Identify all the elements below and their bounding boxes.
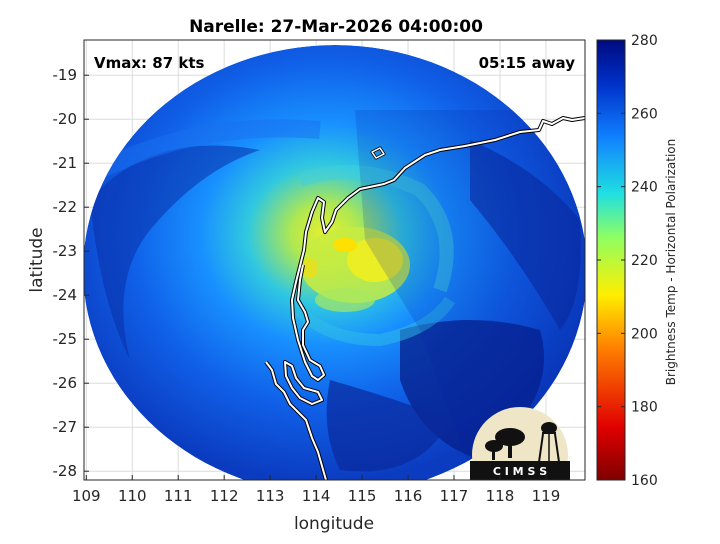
- y-axis: -19 -20 -21 -22 -23 -24 -25 -26 -27 -28: [53, 66, 89, 480]
- x-axis-label: longitude: [294, 514, 374, 534]
- y-tick-label: -26: [53, 374, 78, 392]
- coastline: [264, 116, 585, 480]
- y-tick-label: -20: [53, 110, 78, 128]
- y-tick-label: -21: [53, 154, 78, 172]
- colorbar: [596, 39, 626, 481]
- y-tick-label: -22: [53, 198, 78, 216]
- x-tick-label: 116: [394, 487, 423, 505]
- x-tick-label: 119: [532, 487, 561, 505]
- time-away-label: 05:15 away: [479, 54, 576, 72]
- colorbar-tick-label: 260: [631, 106, 658, 122]
- x-tick-label: 110: [118, 487, 147, 505]
- brightness-temperature-image: [84, 45, 585, 480]
- x-tick-label: 115: [348, 487, 377, 505]
- colorbar-tick-label: 240: [631, 180, 658, 196]
- y-tick-label: -19: [53, 66, 78, 84]
- vmax-label: Vmax: 87 kts: [94, 54, 204, 72]
- y-tick-label: -24: [53, 286, 78, 304]
- x-tick-label: 118: [486, 487, 515, 505]
- x-tick-label: 112: [210, 487, 239, 505]
- y-axis-label: latitude: [27, 227, 47, 292]
- colorbar-tick-label: 180: [631, 400, 658, 416]
- colorbar-tick-label: 160: [631, 473, 658, 489]
- colorbar-tick-label: 200: [631, 326, 658, 342]
- x-tick-label: 113: [256, 487, 285, 505]
- y-tick-label: -28: [53, 462, 78, 480]
- colorbar-label: Brightness Temp - Horizontal Polarizatio…: [664, 139, 678, 386]
- colorbar-ticks: 280 260 240 220 200 180 160: [597, 33, 658, 489]
- colorbar-tick-label: 280: [631, 33, 658, 49]
- cimss-logo: C I M S S: [470, 407, 570, 480]
- figure-title: Narelle: 27-Mar-2026 04:00:00: [189, 17, 483, 37]
- y-tick-label: -23: [53, 242, 78, 260]
- colorbar-tick-label: 220: [631, 253, 658, 269]
- cimss-logo-text: C I M S S: [493, 465, 547, 478]
- x-tick-label: 114: [302, 487, 331, 505]
- plot-frame: [83, 39, 586, 481]
- y-tick-label: -27: [53, 418, 78, 436]
- x-tick-label: 111: [164, 487, 193, 505]
- x-axis: 109 110 111 112 113 114 115 116 117 118 119: [72, 475, 560, 505]
- x-tick-label: 109: [72, 487, 101, 505]
- y-tick-label: -25: [53, 330, 78, 348]
- x-tick-label: 117: [440, 487, 469, 505]
